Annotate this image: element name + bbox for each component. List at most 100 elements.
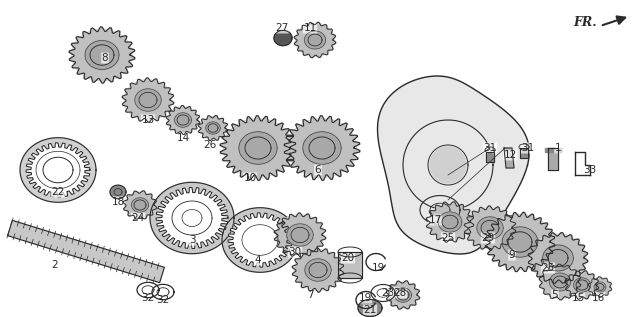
Polygon shape [545, 148, 561, 152]
Polygon shape [294, 250, 342, 290]
Polygon shape [387, 281, 420, 309]
Polygon shape [177, 115, 189, 125]
Polygon shape [508, 232, 532, 252]
Polygon shape [245, 137, 271, 159]
Polygon shape [175, 113, 191, 127]
Polygon shape [8, 220, 164, 283]
Polygon shape [394, 288, 412, 302]
Polygon shape [553, 276, 567, 288]
Text: 14: 14 [177, 133, 189, 143]
Text: 17: 17 [428, 215, 442, 225]
Polygon shape [540, 264, 580, 300]
Text: 8: 8 [102, 53, 108, 63]
Polygon shape [305, 31, 326, 49]
Polygon shape [139, 92, 157, 108]
Text: 30: 30 [289, 247, 301, 257]
Polygon shape [504, 148, 514, 168]
Text: 33: 33 [584, 165, 596, 175]
Polygon shape [378, 76, 529, 254]
Text: 19: 19 [371, 263, 385, 273]
Text: 7: 7 [307, 290, 314, 300]
Polygon shape [222, 208, 298, 272]
Polygon shape [294, 22, 336, 58]
Polygon shape [72, 29, 132, 81]
Polygon shape [467, 208, 514, 248]
Polygon shape [548, 249, 568, 267]
Polygon shape [530, 234, 586, 282]
Polygon shape [477, 217, 503, 239]
Text: 22: 22 [51, 187, 65, 197]
Text: 13: 13 [141, 115, 155, 125]
Polygon shape [548, 148, 558, 170]
Polygon shape [486, 152, 494, 162]
Text: 10: 10 [243, 173, 257, 183]
Polygon shape [20, 138, 96, 202]
Polygon shape [309, 137, 335, 159]
Text: 32: 32 [156, 295, 170, 305]
Text: 26: 26 [204, 140, 216, 150]
Text: 6: 6 [315, 165, 321, 175]
Text: 9: 9 [509, 250, 515, 260]
Polygon shape [428, 204, 472, 240]
Polygon shape [206, 122, 220, 134]
Polygon shape [90, 45, 114, 65]
Polygon shape [198, 115, 228, 140]
Polygon shape [69, 27, 135, 83]
Polygon shape [287, 224, 313, 246]
Text: 28: 28 [394, 288, 406, 298]
Polygon shape [305, 259, 331, 281]
Polygon shape [200, 117, 226, 139]
Polygon shape [588, 277, 612, 297]
Text: 19: 19 [358, 293, 372, 303]
Text: 20: 20 [341, 253, 355, 263]
Polygon shape [567, 272, 597, 298]
Text: 5: 5 [552, 290, 558, 300]
Polygon shape [438, 212, 462, 232]
Polygon shape [594, 282, 606, 292]
Polygon shape [292, 248, 344, 292]
Polygon shape [223, 119, 292, 178]
Polygon shape [208, 124, 218, 132]
Text: 2: 2 [52, 260, 58, 270]
Polygon shape [156, 187, 228, 249]
Polygon shape [549, 273, 571, 291]
Text: 11: 11 [303, 23, 317, 33]
Polygon shape [125, 192, 155, 218]
Polygon shape [543, 245, 573, 271]
Polygon shape [397, 290, 409, 300]
Text: 32: 32 [141, 293, 155, 303]
Text: 25: 25 [442, 233, 454, 243]
Text: 18: 18 [111, 197, 125, 207]
Text: 25: 25 [541, 263, 555, 273]
Polygon shape [228, 213, 292, 267]
Polygon shape [284, 116, 360, 180]
Polygon shape [430, 147, 466, 183]
Polygon shape [464, 206, 516, 250]
Polygon shape [287, 119, 356, 178]
Polygon shape [573, 278, 591, 292]
Polygon shape [85, 41, 119, 69]
Polygon shape [168, 107, 198, 133]
Text: 29: 29 [481, 233, 495, 243]
Polygon shape [303, 132, 341, 164]
Text: 31: 31 [483, 143, 497, 153]
Text: 15: 15 [572, 293, 584, 303]
Polygon shape [485, 212, 555, 272]
Polygon shape [166, 106, 200, 134]
Polygon shape [308, 34, 322, 46]
Polygon shape [426, 202, 474, 242]
Polygon shape [110, 185, 126, 199]
Polygon shape [309, 262, 327, 278]
Polygon shape [541, 265, 579, 299]
Polygon shape [488, 215, 552, 269]
Polygon shape [565, 271, 599, 299]
Text: 31: 31 [522, 143, 534, 153]
Text: 3: 3 [189, 235, 195, 245]
Text: 4: 4 [255, 255, 261, 265]
Polygon shape [150, 182, 234, 254]
Text: 23: 23 [381, 288, 395, 298]
Polygon shape [134, 200, 146, 210]
Text: 16: 16 [591, 293, 605, 303]
Text: FR.: FR. [573, 16, 597, 29]
Polygon shape [296, 23, 335, 56]
